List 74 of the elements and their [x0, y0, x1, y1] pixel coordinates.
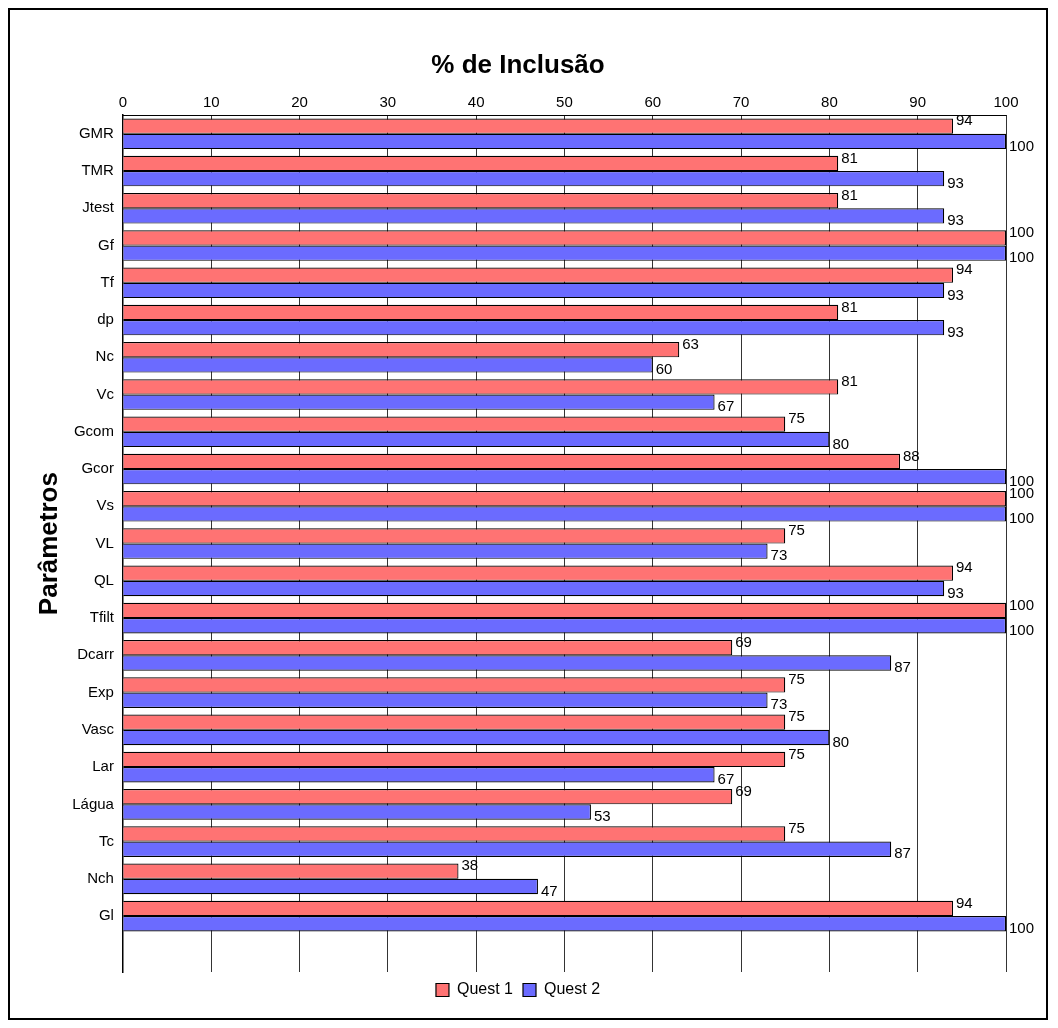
- x-tick-label: 60: [644, 93, 662, 111]
- data-label: 93: [947, 583, 964, 601]
- x-tick-label: 100: [993, 93, 1019, 111]
- data-label: 100: [1009, 136, 1035, 154]
- y-tick-label: Lar: [92, 757, 114, 775]
- data-label: 67: [717, 769, 735, 787]
- y-tick-label: Tfilt: [89, 608, 115, 626]
- data-label: 53: [593, 807, 611, 825]
- legend-label: Quest 1: [456, 980, 514, 998]
- data-label: 94: [956, 893, 973, 911]
- y-tick-label: Gl: [98, 906, 114, 924]
- data-label: 67: [717, 397, 735, 415]
- y-tick-label: Vs: [96, 496, 114, 514]
- y-tick-label: TMR: [81, 161, 115, 179]
- data-label: 100: [1009, 595, 1035, 613]
- data-label: 100: [1009, 509, 1035, 527]
- data-label: 94: [956, 558, 973, 576]
- data-label: 100: [1009, 248, 1035, 266]
- y-tick-label: Nc: [95, 347, 115, 365]
- x-tick-label: 80: [821, 93, 838, 111]
- x-tick-label: 70: [732, 93, 750, 111]
- chart-title: % de Inclusão: [431, 48, 605, 79]
- x-tick-label: 10: [202, 93, 220, 111]
- y-tick-label: Dcarr: [77, 645, 114, 663]
- legend-label: Quest 2: [544, 980, 601, 998]
- x-tick-label: 20: [291, 93, 308, 111]
- data-label: 75: [788, 819, 805, 837]
- data-label: 81: [841, 372, 858, 390]
- data-label: 94: [956, 260, 973, 278]
- data-label: 75: [788, 744, 805, 762]
- data-label: 81: [841, 297, 858, 315]
- data-label: 93: [947, 285, 964, 303]
- data-label: 100: [1009, 223, 1035, 241]
- y-tick-label: Lágua: [72, 794, 115, 812]
- x-tick-label: 40: [467, 93, 485, 111]
- data-label: 87: [894, 658, 911, 676]
- data-label: 75: [788, 521, 805, 539]
- data-label: 80: [832, 434, 850, 452]
- data-label: 93: [947, 322, 964, 340]
- y-tick-label: Vc: [96, 384, 115, 402]
- x-tick-label: 0: [118, 93, 128, 111]
- data-label: 81: [841, 185, 858, 203]
- y-tick-label: Gf: [98, 235, 115, 253]
- data-label: 93: [947, 173, 964, 191]
- y-tick-label: GMR: [78, 123, 115, 141]
- data-label: 73: [770, 546, 788, 564]
- x-tick-label: 30: [379, 93, 397, 111]
- y-tick-label: dp: [97, 310, 114, 328]
- y-tick-label: Tc: [98, 831, 115, 849]
- data-label: 80: [832, 732, 850, 750]
- data-label: 60: [655, 360, 673, 378]
- y-tick-label: Gcor: [81, 459, 114, 477]
- data-label: 100: [1009, 620, 1035, 638]
- data-label: 87: [894, 844, 911, 862]
- y-tick-label: Exp: [88, 682, 114, 700]
- data-label: 73: [770, 695, 788, 713]
- data-label: 75: [788, 670, 805, 688]
- data-label: 81: [841, 148, 858, 166]
- data-label: 93: [947, 211, 964, 229]
- y-tick-label: QL: [93, 570, 114, 588]
- y-tick-label: Nch: [87, 869, 114, 887]
- y-axis-title: Parâmetros: [32, 472, 63, 616]
- data-label: 47: [540, 881, 558, 899]
- data-label: 100: [1009, 918, 1035, 936]
- data-label: 75: [788, 707, 805, 725]
- x-tick-label: 50: [556, 93, 573, 111]
- y-tick-label: VL: [95, 533, 114, 551]
- y-tick-label: Tf: [100, 272, 115, 290]
- y-tick-label: Gcom: [73, 421, 114, 439]
- y-tick-label: Jtest: [82, 198, 115, 216]
- data-label: 63: [682, 334, 699, 352]
- y-tick-label: Vasc: [81, 720, 115, 737]
- data-label: 75: [788, 409, 805, 427]
- x-tick-label: 90: [909, 93, 927, 111]
